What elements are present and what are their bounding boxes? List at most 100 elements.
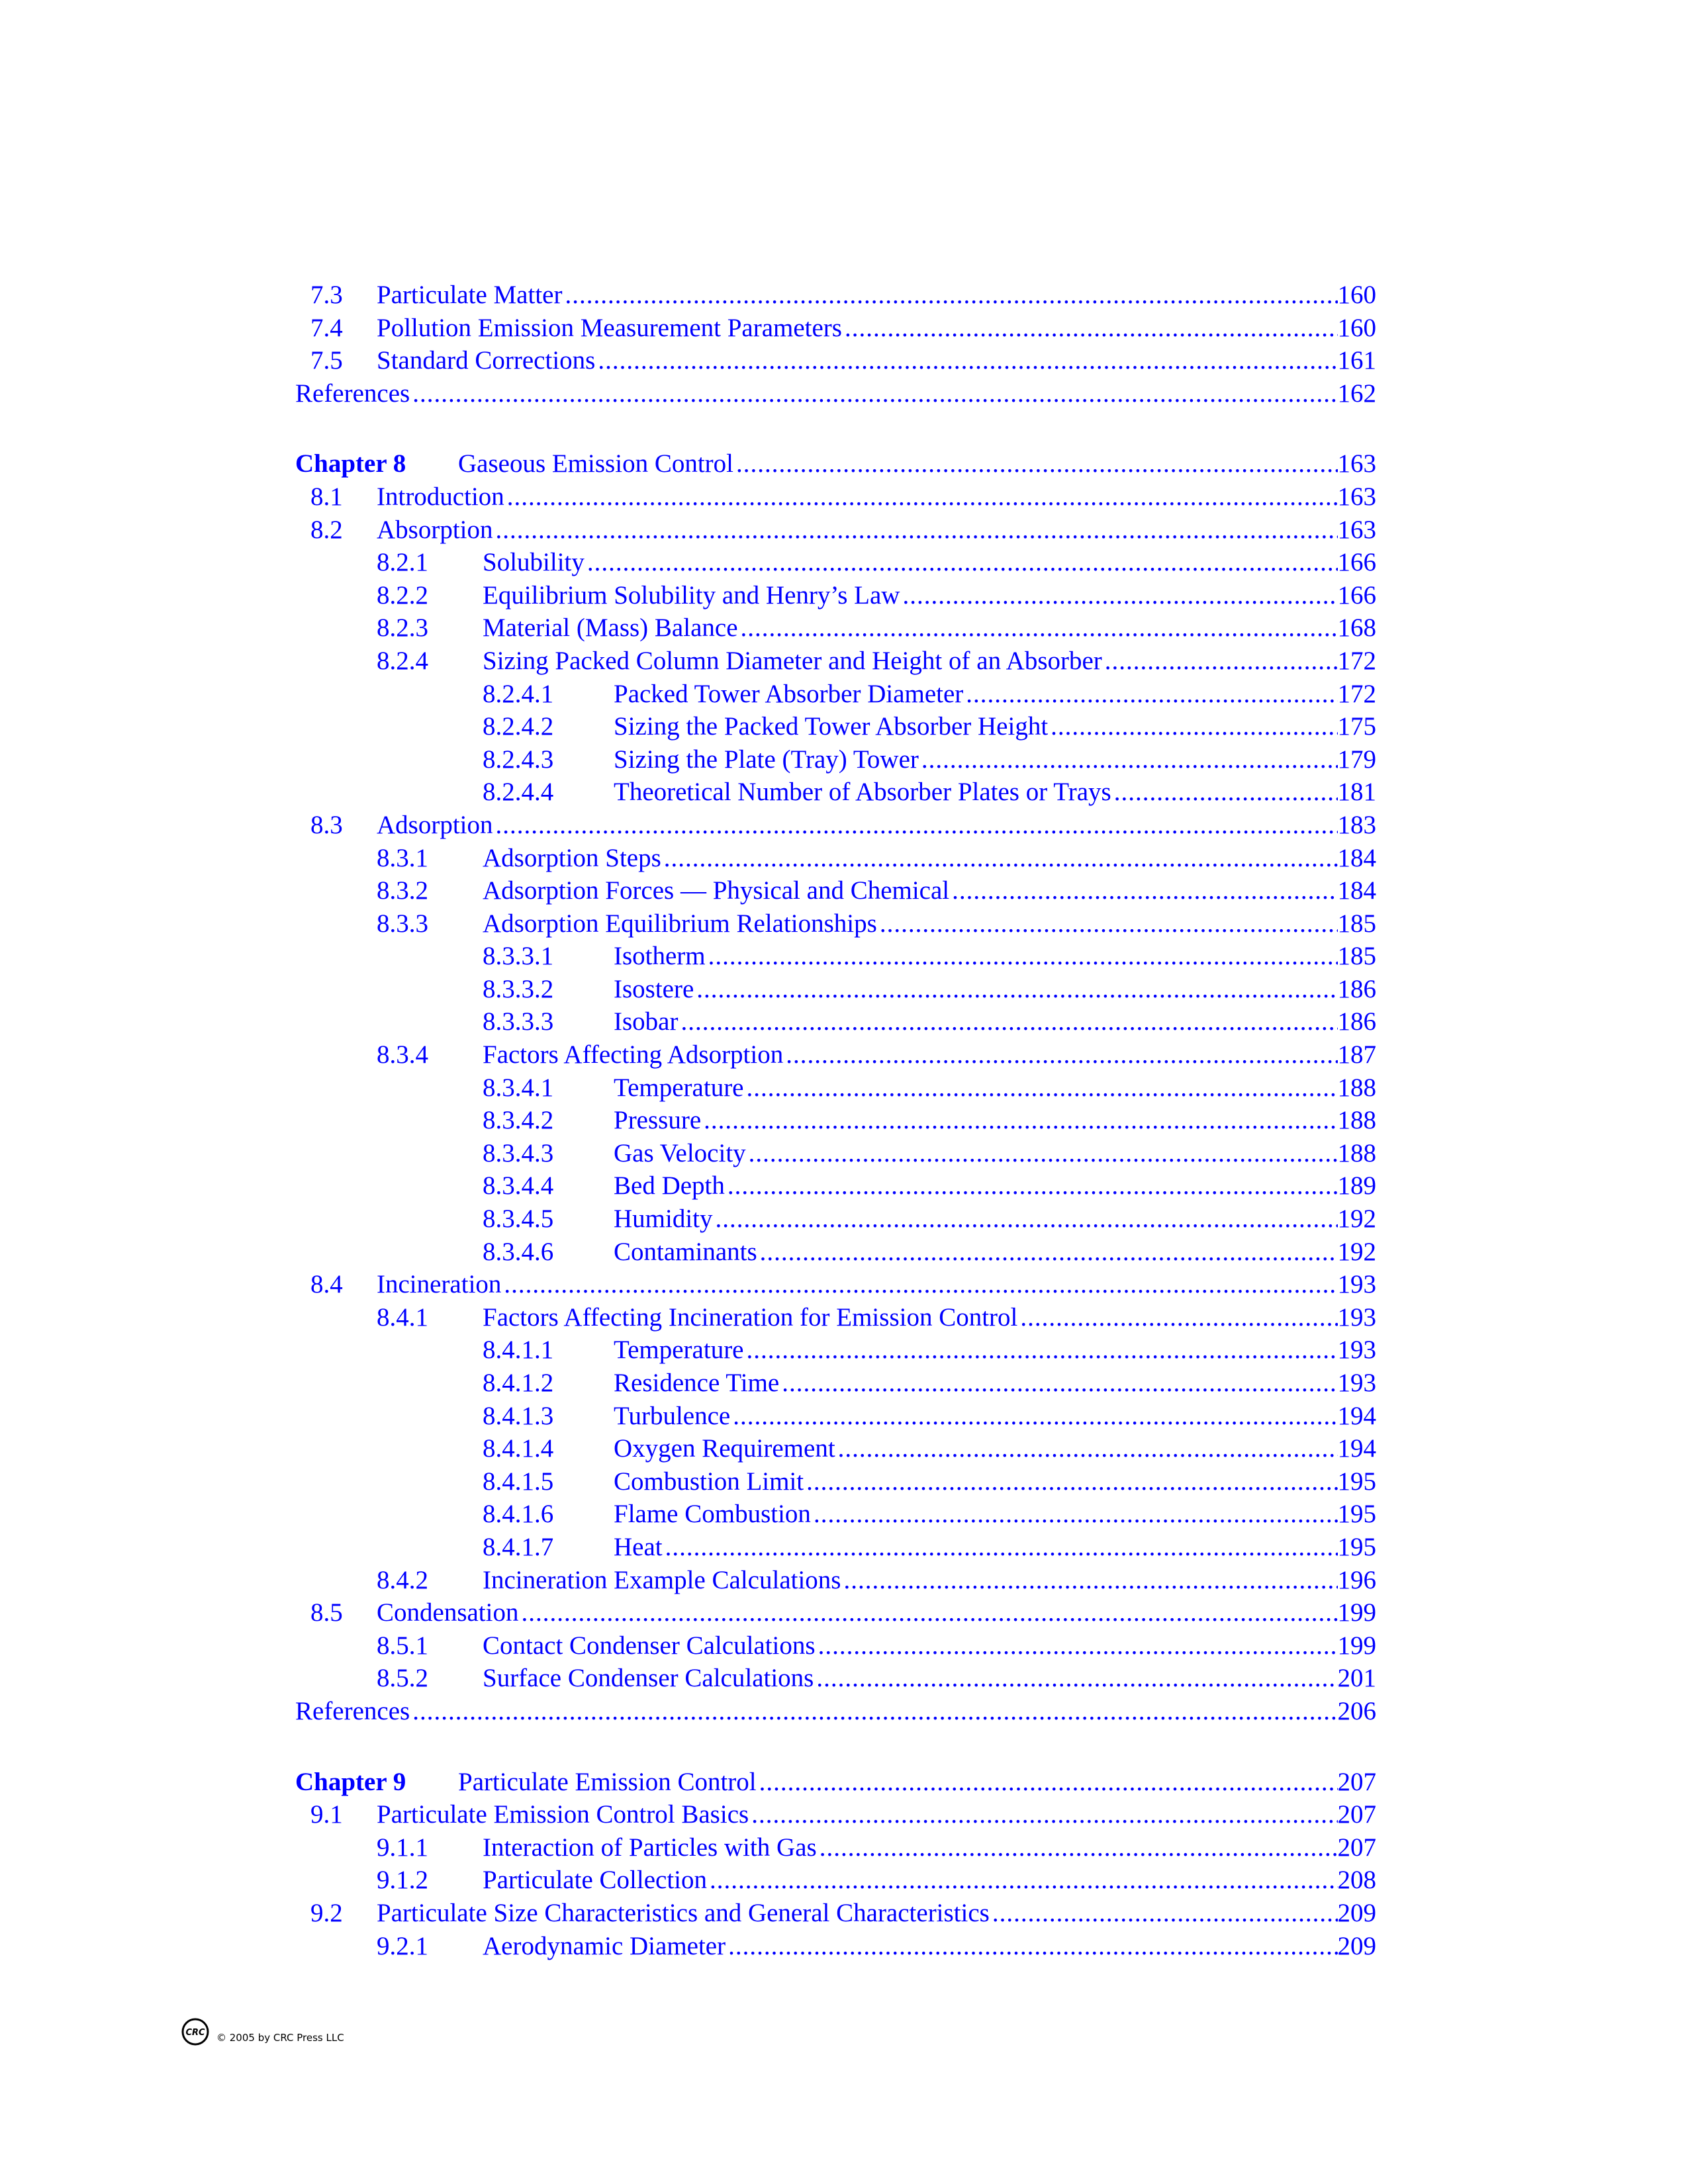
section-title[interactable]: Standard Corrections	[377, 346, 596, 375]
toc-chapter-entry[interactable]: Chapter 9 Particulate Emission Control 207	[295, 1766, 1376, 1799]
section-title[interactable]: Particulate Size Characteristics and Gen…	[377, 1898, 990, 1927]
toc-chapter-entry[interactable]: Chapter 8 Gaseous Emission Control 163	[295, 447, 1376, 480]
section-title[interactable]: Adsorption Equilibrium Relationships	[483, 909, 877, 938]
section-title[interactable]: Oxygen Requirement	[614, 1434, 835, 1463]
toc-entry[interactable]: 8.3.3.3 Isobar 186	[295, 1005, 1376, 1038]
section-title[interactable]: Adsorption Forces — Physical and Chemica…	[483, 876, 950, 905]
toc-entry[interactable]: 8.3.4.2 Pressure 188	[295, 1104, 1376, 1137]
toc-entry[interactable]: 8.4.1.6 Flame Combustion 195	[295, 1498, 1376, 1531]
section-title[interactable]: Gas Velocity	[614, 1138, 746, 1167]
toc-entry[interactable]: 8.3.3 Adsorption Equilibrium Relationship…	[295, 907, 1376, 940]
section-title[interactable]: Humidity	[614, 1205, 713, 1234]
toc-entry[interactable]: 8.4.1 Factors Affecting Incineration for …	[295, 1301, 1376, 1334]
toc-entry[interactable]: 9.2 Particulate Size Characteristics and …	[295, 1897, 1376, 1930]
toc-entry[interactable]: 8.3.2 Adsorption Forces — Physical and Ch…	[295, 874, 1376, 907]
toc-entry[interactable]: 9.1.1 Interaction of Particles with Gas 20…	[295, 1831, 1376, 1864]
section-title[interactable]: Isobar	[614, 1007, 679, 1036]
section-title[interactable]: Combustion Limit	[614, 1467, 804, 1496]
section-title[interactable]: References	[295, 1696, 410, 1725]
toc-entry[interactable]: 8.3.1 Adsorption Steps 184	[295, 842, 1376, 875]
toc-entry[interactable]: 7.5 Standard Corrections 161	[295, 344, 1376, 377]
section-title[interactable]: Adsorption Steps	[483, 843, 661, 872]
toc-entry[interactable]: 8.2.4.4 Theoretical Number of Absorber Pl…	[295, 776, 1376, 809]
toc-entry[interactable]: 7.3 Particulate Matter 160	[295, 279, 1376, 312]
toc-entry[interactable]: 8.5 Condensation 199	[295, 1596, 1376, 1629]
toc-entry[interactable]: 8.3.4.5 Humidity 192	[295, 1203, 1376, 1236]
toc-entry[interactable]: 8.4.1.2 Residence Time 193	[295, 1367, 1376, 1400]
toc-entry[interactable]: 9.1 Particulate Emission Control Basics 20…	[295, 1798, 1376, 1831]
toc-entry[interactable]: 8.2.4.3 Sizing the Plate (Tray) Tower 179	[295, 743, 1376, 776]
section-title[interactable]: Particulate Matter	[377, 281, 563, 309]
toc-entry[interactable]: 8.3.4 Factors Affecting Adsorption 187	[295, 1038, 1376, 1071]
toc-entry[interactable]: 8.2.1 Solubility 166	[295, 546, 1376, 579]
toc-entry[interactable]: 8.2 Absorption 163	[295, 514, 1376, 547]
toc-entry[interactable]: 9.1.2 Particulate Collection 208	[295, 1864, 1376, 1897]
section-title[interactable]: Flame Combustion	[614, 1500, 811, 1529]
entry-line: Pollution Emission Measurement Parameter…	[377, 312, 1376, 345]
section-number: 8.4.1.6	[483, 1500, 554, 1529]
section-title[interactable]: References	[295, 379, 410, 408]
section-title[interactable]: Incineration Example Calculations	[483, 1565, 841, 1594]
section-title[interactable]: Material (Mass) Balance	[483, 614, 738, 643]
section-title[interactable]: Sizing the Plate (Tray) Tower	[614, 745, 919, 774]
section-title[interactable]: Surface Condenser Calculations	[483, 1664, 814, 1693]
section-title[interactable]: Theoretical Number of Absorber Plates or…	[614, 778, 1111, 807]
section-title[interactable]: Solubility	[483, 548, 585, 577]
toc-entry[interactable]: 8.4.1.5 Combustion Limit 195	[295, 1465, 1376, 1498]
section-title[interactable]: Isostere	[614, 974, 694, 1003]
toc-entry[interactable]: 8.3.4.3 Gas Velocity 188	[295, 1137, 1376, 1170]
toc-entry[interactable]: 8.1 Introduction 163	[295, 480, 1376, 514]
section-title[interactable]: Absorption	[377, 515, 493, 544]
section-title[interactable]: Sizing the Packed Tower Absorber Height	[614, 712, 1049, 741]
section-title[interactable]: Bed Depth	[614, 1171, 725, 1201]
section-title[interactable]: Temperature	[614, 1073, 744, 1102]
toc-entry[interactable]: 8.5.2 Surface Condenser Calculations 201	[295, 1662, 1376, 1695]
section-title[interactable]: Packed Tower Absorber Diameter	[614, 679, 964, 708]
toc-entry[interactable]: 8.3.3.2 Isostere 186	[295, 973, 1376, 1006]
toc-references-entry[interactable]: References 206	[295, 1695, 1376, 1728]
toc-references-entry[interactable]: References 162	[295, 377, 1376, 410]
toc-entry[interactable]: 8.4.1.1 Temperature 193	[295, 1334, 1376, 1367]
section-title[interactable]: Equilibrium Solubility and Henry’s Law	[483, 580, 900, 610]
toc-entry[interactable]: 8.2.3 Material (Mass) Balance 168	[295, 612, 1376, 645]
section-title[interactable]: Contaminants	[614, 1237, 757, 1266]
section-title[interactable]: Contact Condenser Calculations	[483, 1631, 816, 1660]
section-title[interactable]: Temperature	[614, 1336, 744, 1365]
section-title[interactable]: Gaseous Emission Control	[458, 449, 733, 478]
toc-entry[interactable]: 8.3.4.4 Bed Depth 189	[295, 1169, 1376, 1203]
toc-entry[interactable]: 8.2.2 Equilibrium Solubility and Henry’s …	[295, 579, 1376, 612]
toc-entry[interactable]: 8.2.4.1 Packed Tower Absorber Diameter 172	[295, 678, 1376, 711]
section-title[interactable]: Introduction	[377, 482, 504, 511]
section-title[interactable]: Isotherm	[614, 942, 706, 971]
section-title[interactable]: Heat	[614, 1532, 663, 1561]
section-title[interactable]: Particulate Emission Control	[458, 1767, 757, 1796]
section-title[interactable]: Factors Affecting Adsorption	[483, 1040, 784, 1069]
section-title[interactable]: Residence Time	[614, 1369, 780, 1397]
section-title[interactable]: Adsorption	[377, 810, 493, 839]
section-title[interactable]: Particulate Emission Control Basics	[377, 1800, 749, 1829]
toc-entry[interactable]: 8.4.1.3 Turbulence 194	[295, 1400, 1376, 1433]
section-title[interactable]: Pressure	[614, 1106, 702, 1135]
toc-entry[interactable]: 8.4.1.7 Heat 195	[295, 1531, 1376, 1564]
toc-entry[interactable]: 8.5.1 Contact Condenser Calculations 199	[295, 1629, 1376, 1662]
section-title[interactable]: Turbulence	[614, 1401, 731, 1430]
section-title[interactable]: Particulate Collection	[483, 1866, 707, 1895]
section-title[interactable]: Incineration	[377, 1270, 502, 1299]
section-title[interactable]: Pollution Emission Measurement Parameter…	[377, 313, 842, 342]
toc-entry[interactable]: 8.3.4.6 Contaminants 192	[295, 1236, 1376, 1269]
section-title[interactable]: Factors Affecting Incineration for Emiss…	[483, 1302, 1018, 1332]
toc-entry[interactable]: 8.4.1.4 Oxygen Requirement 194	[295, 1432, 1376, 1465]
toc-entry[interactable]: 9.2.1 Aerodynamic Diameter 209	[295, 1930, 1376, 1963]
section-title[interactable]: Aerodynamic Diameter	[483, 1931, 726, 1960]
toc-entry[interactable]: 7.4 Pollution Emission Measurement Parame…	[295, 312, 1376, 345]
section-title[interactable]: Sizing Packed Column Diameter and Height…	[483, 646, 1102, 675]
section-title[interactable]: Interaction of Particles with Gas	[483, 1833, 817, 1862]
toc-entry[interactable]: 8.3 Adsorption 183	[295, 809, 1376, 842]
toc-entry[interactable]: 8.2.4 Sizing Packed Column Diameter and H…	[295, 645, 1376, 678]
toc-entry[interactable]: 8.3.3.1 Isotherm 185	[295, 940, 1376, 973]
section-title[interactable]: Condensation	[377, 1598, 519, 1627]
toc-entry[interactable]: 8.3.4.1 Temperature 188	[295, 1071, 1376, 1105]
toc-entry[interactable]: 8.2.4.2 Sizing the Packed Tower Absorber …	[295, 710, 1376, 743]
toc-entry[interactable]: 8.4 Incineration 193	[295, 1268, 1376, 1301]
toc-entry[interactable]: 8.4.2 Incineration Example Calculations 19…	[295, 1564, 1376, 1597]
